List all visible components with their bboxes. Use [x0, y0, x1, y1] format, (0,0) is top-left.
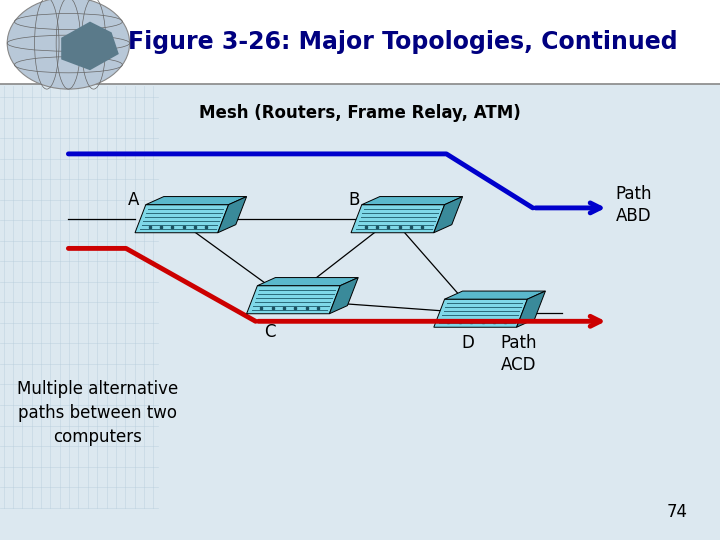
FancyBboxPatch shape — [0, 0, 720, 84]
Text: Figure 3-26: Major Topologies, Continued: Figure 3-26: Major Topologies, Continued — [128, 30, 678, 54]
Text: Path
ABD: Path ABD — [616, 185, 652, 225]
Text: C: C — [264, 323, 276, 341]
Polygon shape — [433, 197, 463, 233]
Polygon shape — [61, 22, 119, 70]
Polygon shape — [517, 291, 546, 327]
Text: 74: 74 — [667, 503, 688, 521]
Text: A: A — [127, 191, 139, 209]
Text: Path
ACD: Path ACD — [500, 334, 537, 374]
Polygon shape — [362, 197, 463, 205]
Polygon shape — [145, 197, 246, 205]
Polygon shape — [217, 197, 246, 233]
Polygon shape — [433, 299, 527, 327]
Text: Multiple alternative
paths between two
computers: Multiple alternative paths between two c… — [17, 381, 178, 446]
Polygon shape — [135, 205, 229, 233]
Text: B: B — [348, 191, 360, 209]
Polygon shape — [445, 291, 546, 299]
Text: D: D — [462, 334, 474, 352]
Polygon shape — [258, 278, 359, 286]
Polygon shape — [330, 278, 359, 314]
Circle shape — [7, 0, 130, 89]
Polygon shape — [351, 205, 445, 233]
Polygon shape — [246, 286, 341, 314]
Text: Mesh (Routers, Frame Relay, ATM): Mesh (Routers, Frame Relay, ATM) — [199, 104, 521, 123]
